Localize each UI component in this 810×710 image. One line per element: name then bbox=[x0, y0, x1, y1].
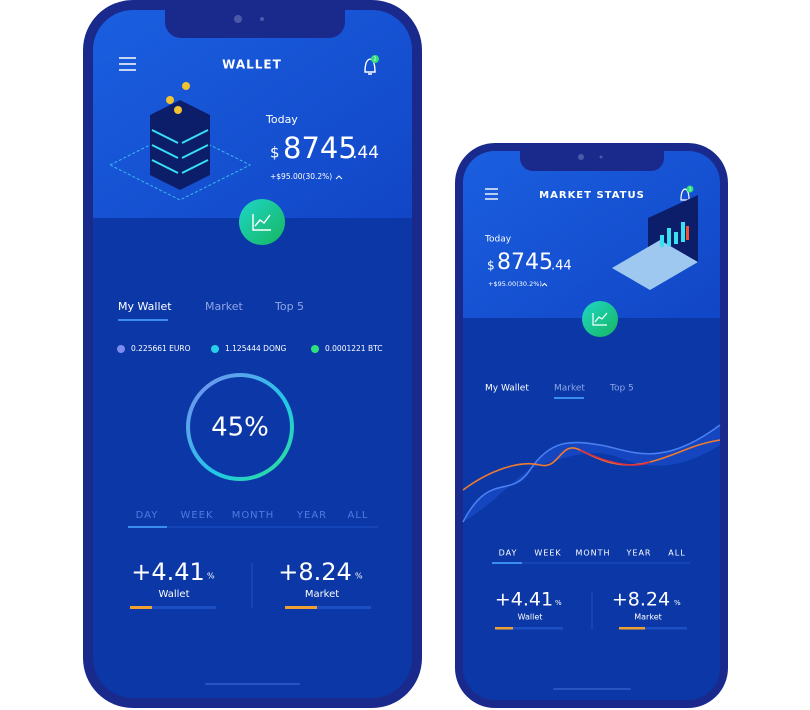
chart-line bbox=[579, 449, 651, 466]
sensor bbox=[260, 17, 264, 21]
notch bbox=[165, 10, 345, 38]
tab[interactable]: My Wallet bbox=[118, 300, 172, 313]
badge-count: 2 bbox=[373, 57, 376, 63]
amount: 8745 bbox=[497, 250, 553, 275]
up-chevron bbox=[335, 175, 343, 180]
currency: $ bbox=[270, 144, 280, 162]
period[interactable]: DAY bbox=[136, 510, 159, 521]
camera bbox=[578, 154, 584, 160]
up-chevron bbox=[541, 282, 548, 287]
legend-dot bbox=[211, 345, 219, 353]
notch bbox=[520, 151, 664, 171]
badge-count: 1 bbox=[689, 187, 692, 193]
menu-icon[interactable] bbox=[119, 57, 136, 71]
menu-icon[interactable] bbox=[485, 188, 498, 200]
stat-label: Market bbox=[305, 589, 339, 600]
stat-fill bbox=[619, 627, 645, 630]
stat-track bbox=[130, 606, 216, 609]
stat-label: Market bbox=[634, 613, 662, 622]
today-label: Today bbox=[265, 113, 298, 126]
legend-dot bbox=[117, 345, 125, 353]
currency: $ bbox=[487, 259, 495, 273]
bell-icon[interactable] bbox=[364, 58, 376, 75]
screen-title: WALLET bbox=[222, 58, 282, 72]
today-label: Today bbox=[484, 235, 512, 245]
balance: 0.0001221 BTC bbox=[325, 344, 382, 353]
period[interactable]: WEEK bbox=[534, 549, 561, 558]
period[interactable]: YEAR bbox=[626, 549, 652, 558]
chart-icon bbox=[252, 214, 271, 231]
bell-icon[interactable] bbox=[680, 188, 690, 201]
stat-fill bbox=[285, 606, 317, 609]
tab[interactable]: Market bbox=[554, 384, 585, 394]
progress-value: 45% bbox=[211, 413, 269, 443]
period[interactable]: ALL bbox=[348, 510, 369, 521]
stat-value: +8.24 bbox=[278, 558, 352, 586]
period[interactable]: MONTH bbox=[575, 549, 610, 558]
chart-button[interactable] bbox=[582, 301, 618, 337]
tab[interactable]: Top 5 bbox=[274, 300, 304, 313]
stat-unit: % bbox=[355, 572, 363, 581]
badge bbox=[686, 185, 694, 193]
screen-title: MARKET STATUS bbox=[539, 190, 645, 201]
period[interactable]: WEEK bbox=[180, 510, 213, 521]
camera bbox=[234, 15, 242, 23]
stat-label: Wallet bbox=[158, 589, 189, 600]
stat-unit: % bbox=[555, 599, 562, 607]
legend-dot bbox=[311, 345, 319, 353]
balance: 0.225661 EURO bbox=[131, 344, 191, 353]
laptop-illustration bbox=[612, 195, 698, 290]
chart-line bbox=[462, 424, 721, 523]
amount-decimal: .44 bbox=[352, 143, 379, 163]
period[interactable]: MONTH bbox=[232, 510, 275, 521]
badge bbox=[371, 55, 379, 63]
header-bg bbox=[93, 10, 412, 218]
stat-unit: % bbox=[674, 599, 681, 607]
stat-track bbox=[495, 627, 563, 630]
period[interactable]: ALL bbox=[668, 549, 685, 558]
stat-track bbox=[285, 606, 371, 609]
change: +$95.00(30.2%) bbox=[488, 280, 542, 288]
amount: 8745 bbox=[283, 131, 357, 165]
stat-fill bbox=[495, 627, 513, 630]
change: +$95.00(30.2%) bbox=[270, 172, 332, 181]
chart-icon bbox=[592, 312, 608, 326]
progress-ring bbox=[186, 373, 294, 481]
home-indicator bbox=[205, 683, 300, 685]
home-indicator bbox=[553, 688, 631, 690]
tab[interactable]: Top 5 bbox=[609, 384, 634, 394]
stat-value: +4.41 bbox=[495, 589, 553, 611]
sensor bbox=[599, 155, 603, 159]
stat-label: Wallet bbox=[518, 613, 543, 622]
phone-wallet: WALLET 2 Today $ 8745 .44 +$95.00(30.2%)… bbox=[83, 0, 422, 708]
stat-track bbox=[619, 627, 687, 630]
tab[interactable]: Market bbox=[205, 300, 243, 313]
phone-market: MARKET STATUS 1 Today $ 8745 .44 +$95.00… bbox=[455, 143, 728, 708]
balance: 1.125444 DONG bbox=[225, 344, 286, 353]
stat-unit: % bbox=[207, 572, 215, 581]
chart-line bbox=[462, 439, 721, 491]
stat-value: +4.41 bbox=[131, 558, 205, 586]
period[interactable]: YEAR bbox=[296, 510, 327, 521]
stat-value: +8.24 bbox=[612, 589, 670, 611]
tab[interactable]: My Wallet bbox=[485, 384, 529, 394]
stat-fill bbox=[130, 606, 152, 609]
server-illustration bbox=[108, 82, 252, 201]
period[interactable]: DAY bbox=[499, 549, 518, 558]
amount-decimal: .44 bbox=[551, 259, 572, 274]
